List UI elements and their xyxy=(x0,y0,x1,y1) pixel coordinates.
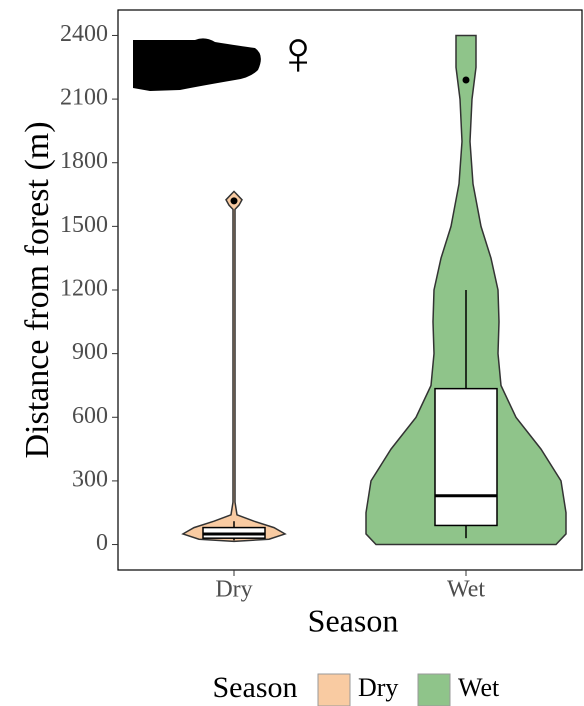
y-tick-label: 1500 xyxy=(60,212,108,238)
outlier xyxy=(463,77,470,84)
x-axis-title: Season xyxy=(308,602,399,638)
legend-title: Season xyxy=(213,671,298,704)
y-tick-label: 0 xyxy=(96,530,108,556)
legend-label: Wet xyxy=(458,673,500,702)
box xyxy=(435,389,497,526)
y-tick-label: 1800 xyxy=(60,148,108,174)
y-tick-label: 300 xyxy=(72,466,108,492)
y-tick-label: 900 xyxy=(72,339,108,365)
y-axis-title: Distance from forest (m) xyxy=(19,121,56,458)
outlier xyxy=(231,197,238,204)
y-tick-label: 2400 xyxy=(60,21,108,47)
y-tick-label: 600 xyxy=(72,403,108,429)
animal-silhouette xyxy=(133,38,261,91)
y-tick-label: 1200 xyxy=(60,276,108,302)
chart: ♀ Distance from forest (m) Season Season… xyxy=(0,0,584,706)
violin xyxy=(183,191,285,541)
x-tick-label: Wet xyxy=(447,577,485,603)
legend-label: Dry xyxy=(358,673,398,702)
legend-swatch xyxy=(318,674,350,706)
y-tick-label: 2100 xyxy=(60,85,108,111)
x-tick-label: Dry xyxy=(215,577,252,603)
legend-swatch xyxy=(418,674,450,706)
female-symbol: ♀ xyxy=(275,20,322,88)
